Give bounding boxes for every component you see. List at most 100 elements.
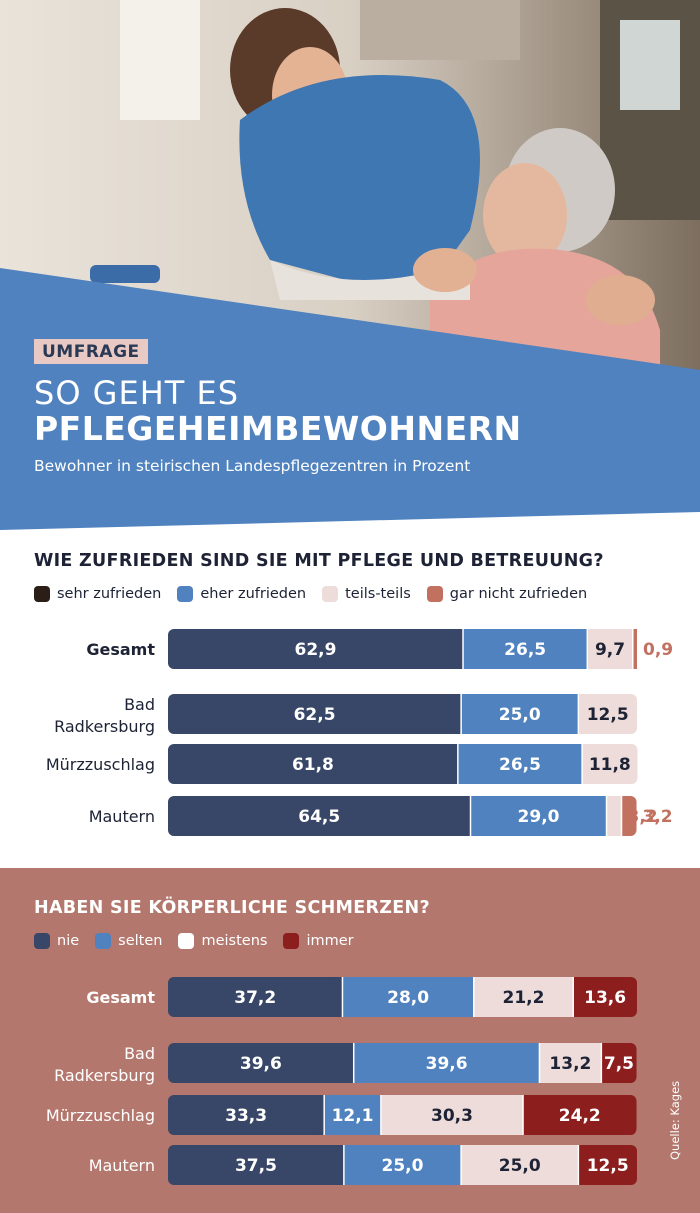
bar-segment	[601, 1043, 637, 1083]
bar-segment	[573, 977, 637, 1017]
data-label: 29,0	[518, 807, 560, 827]
data-label: 25,0	[499, 1156, 541, 1176]
page-title-line2: PFLEGEHEIMBEWOHNERN	[34, 409, 522, 448]
data-label: 24,2	[559, 1106, 601, 1126]
bar-segment	[168, 796, 471, 836]
data-label: 12,5	[587, 705, 629, 725]
bar-segment	[463, 629, 588, 669]
data-label: 61,8	[292, 755, 334, 775]
legend1-item-teils-teils: teils-teils	[322, 586, 411, 602]
bar-segment	[168, 1145, 344, 1185]
legend2-item-nie: nie	[34, 933, 79, 949]
bar-segment-fill	[455, 629, 464, 669]
bar-segment	[461, 694, 579, 734]
legend1-item-eher-zufrieden: eher zufrieden	[177, 586, 306, 602]
legend1-item-sehr-zufrieden: sehr zufrieden	[34, 586, 161, 602]
legend2-item-immer: immer	[283, 933, 354, 949]
bar-segment	[578, 1145, 637, 1185]
chart2-title: HABEN SIE KÖRPERLICHE SCHMERZEN?	[34, 898, 430, 918]
bar-segment	[168, 694, 462, 734]
bar-segment-fill	[578, 694, 586, 734]
data-label: 9,7	[595, 640, 625, 660]
bar-segment	[168, 744, 458, 784]
legend2-item-meistens: meistens	[178, 933, 267, 949]
chart1-title: WIE ZUFRIEDEN SIND SIE MIT PFLEGE UND BE…	[34, 551, 604, 571]
legend-label: teils-teils	[345, 586, 411, 602]
data-label: 37,5	[235, 1156, 277, 1176]
data-label: 26,5	[499, 755, 541, 775]
bar-segment	[457, 744, 583, 784]
bar-segment	[343, 1145, 462, 1185]
data-label: 0,9	[643, 640, 673, 660]
data-label: 62,9	[295, 640, 337, 660]
data-label: 33,3	[225, 1106, 267, 1126]
bar-segment	[578, 694, 637, 734]
bar-segment-fill	[453, 694, 462, 734]
legend-label: immer	[306, 933, 354, 949]
data-label: 64,5	[298, 807, 340, 827]
category-label: Mürzzuschlag	[46, 1106, 155, 1125]
legend-label: eher zufrieden	[200, 586, 307, 602]
data-label: 7,5	[604, 1054, 634, 1074]
data-label: 25,0	[382, 1156, 424, 1176]
bar-segment	[473, 977, 574, 1017]
category-label: Bad Radkersburg	[54, 695, 155, 736]
category-label: Mürzzuschlag	[46, 755, 155, 774]
bar-segment	[168, 629, 464, 669]
bar-segment-fill	[632, 629, 637, 669]
legend-swatch	[283, 933, 300, 949]
data-label: 3,2	[643, 807, 673, 827]
data-label: 11,8	[589, 755, 631, 775]
data-label: 12,1	[332, 1106, 374, 1126]
data-label: 39,6	[426, 1054, 468, 1074]
bar-segment	[587, 629, 633, 669]
bar-segment	[324, 1095, 381, 1135]
page-subtitle: Bewohner in steirischen Landespflegezent…	[34, 457, 471, 475]
satisfaction-chart: Gesamt 62,9 26,5 9,7 0,9 Bad Radkersburg 62,5 25…	[46, 629, 673, 836]
data-label: 62,5	[294, 705, 336, 725]
bar-segment	[342, 977, 474, 1017]
bar-segment	[380, 1095, 524, 1135]
category-label: Gesamt	[86, 640, 155, 659]
data-label: 39,6	[240, 1054, 282, 1074]
legend-label: meistens	[201, 933, 268, 949]
title-banner	[0, 268, 700, 530]
data-label: 26,5	[504, 640, 546, 660]
bar-segment-fill	[578, 1145, 586, 1185]
bar-segment	[353, 1043, 540, 1083]
legend-swatch	[426, 586, 443, 602]
bar-segment	[606, 796, 622, 836]
bar-segment-fill	[335, 1145, 344, 1185]
category-label: Bad Radkersburg	[54, 1044, 155, 1085]
chart2-legend: nie selten meistens immer	[34, 933, 370, 949]
data-label: 13,2	[549, 1054, 591, 1074]
data-label: 25,0	[499, 705, 541, 725]
legend-label: selten	[118, 933, 163, 949]
legend-swatch	[178, 933, 195, 949]
data-label: 37,2	[234, 988, 276, 1008]
category-label: Mautern	[89, 807, 155, 826]
bar-segment-fill	[523, 1095, 531, 1135]
category-label: Gesamt	[86, 988, 155, 1007]
bar-segment-fill	[449, 744, 458, 784]
legend-label: nie	[57, 933, 80, 949]
legend-swatch	[322, 586, 339, 602]
legend2-item-selten: selten	[95, 933, 162, 949]
bar-segment-fill	[582, 744, 590, 784]
legend-swatch	[177, 586, 194, 602]
bar-segment	[168, 1095, 325, 1135]
data-label: 30,3	[431, 1106, 473, 1126]
bar-segment	[168, 977, 343, 1017]
bar-segment	[461, 1145, 579, 1185]
legend-label: sehr zufrieden	[57, 586, 162, 602]
bar-segment	[470, 796, 607, 836]
source-note: Quelle: Kages	[668, 1080, 682, 1160]
bar-segment-fill	[316, 1095, 325, 1135]
legend-swatch	[95, 933, 112, 949]
bar-segment-fill	[345, 1043, 354, 1083]
page-title-line1: SO GEHT ES	[34, 374, 239, 412]
bar-segment	[582, 744, 638, 784]
data-label: 28,0	[387, 988, 429, 1008]
data-label: 21,2	[503, 988, 545, 1008]
